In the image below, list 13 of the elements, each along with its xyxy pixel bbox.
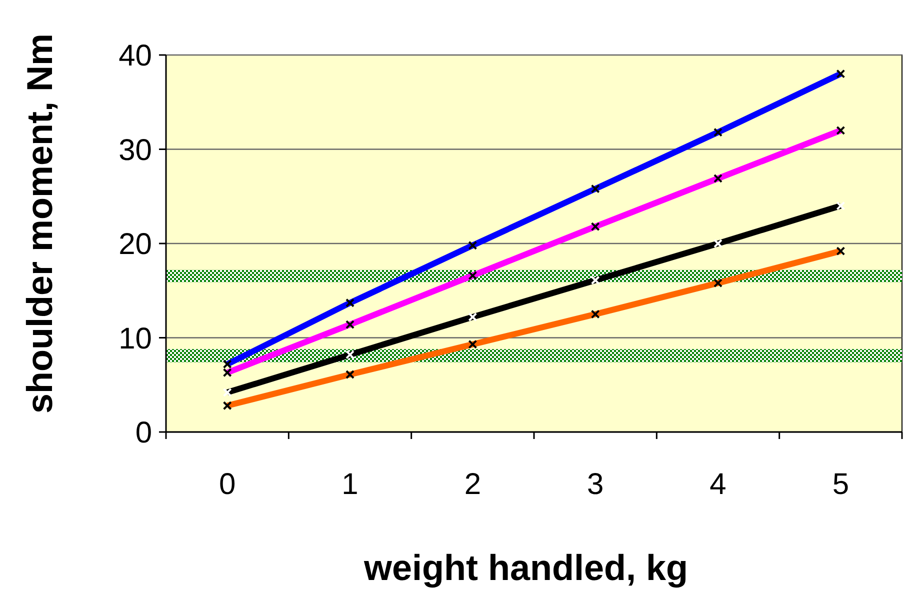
y-tick-label: 30 [118, 134, 152, 167]
y-tick-label: 40 [118, 40, 152, 72]
x-tick-label: 5 [832, 468, 850, 501]
y-axis-title: shoulder moment, Nm [19, 33, 60, 414]
x-tick-label: 3 [586, 468, 604, 501]
x-tick-label: 2 [464, 468, 482, 501]
x-tick-label: 1 [342, 468, 358, 501]
x-tick-label: 0 [218, 468, 236, 501]
y-tick-label: 20 [118, 228, 152, 261]
x-axis-title: weight handled, kg [362, 547, 688, 588]
y-tick-label: 0 [135, 416, 152, 450]
x-tick-label: 4 [710, 468, 726, 501]
y-tick-label: 10 [118, 322, 152, 356]
